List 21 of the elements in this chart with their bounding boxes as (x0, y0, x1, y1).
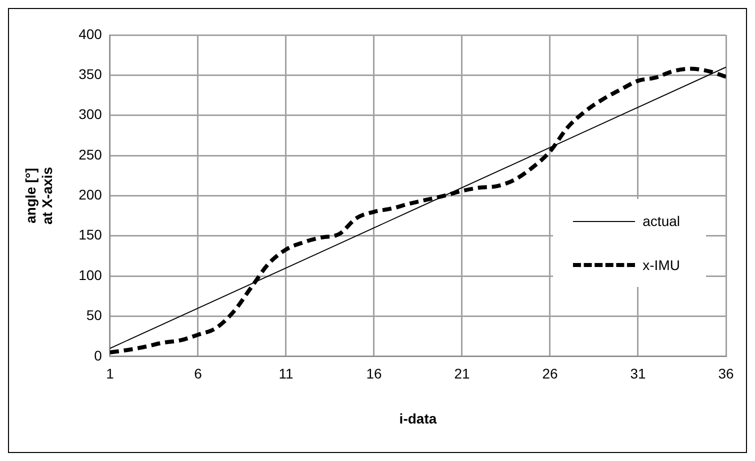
y-tick-label: 200 (78, 186, 102, 203)
x-tick-label: 36 (718, 366, 734, 382)
x-tick-label: 26 (542, 366, 558, 382)
x-tick-label: 31 (630, 366, 646, 382)
y-tick-label: 300 (78, 106, 102, 122)
legend-label: actual (642, 213, 680, 229)
x-tick-label: 6 (194, 366, 202, 382)
x-tick-label: 21 (454, 366, 470, 382)
legend-label: x-IMU (642, 257, 680, 273)
x-tick-label: 16 (366, 366, 382, 382)
y-tick-label: 0 (94, 347, 102, 364)
y-tick-label: 50 (86, 307, 102, 324)
x-tick-label: 11 (278, 366, 294, 382)
y-tick-label: 150 (78, 226, 102, 243)
y-tick-label: 100 (78, 266, 102, 283)
y-tick-label: 400 (78, 26, 102, 42)
x-axis-title: i-data (399, 410, 437, 426)
y-axis-title: angle [°] at X-axis (22, 166, 56, 224)
y-tick-label: 250 (78, 146, 102, 162)
y-tick-label: 350 (78, 66, 102, 82)
x-tick-label: 1 (106, 366, 114, 382)
